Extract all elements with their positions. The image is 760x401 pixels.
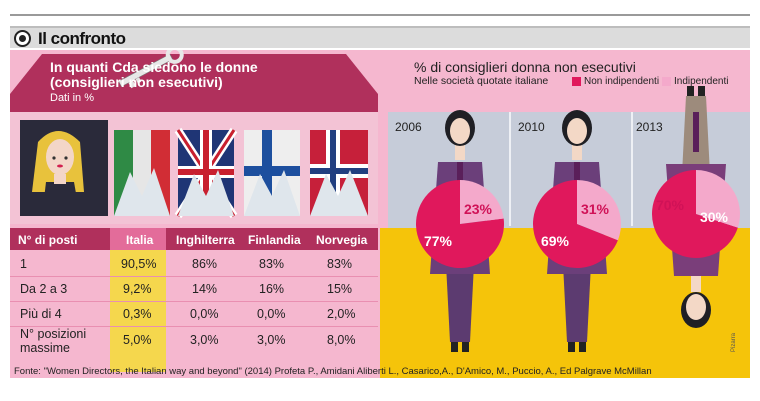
italia-header-highlight — [110, 228, 166, 250]
row-label: N° posizioni massime — [20, 327, 86, 355]
table-cell: 83% — [259, 257, 285, 271]
col-italia: Italia — [126, 233, 154, 247]
figure-legs — [563, 264, 591, 342]
figure-neck — [455, 144, 465, 160]
figure-tie — [693, 112, 699, 152]
source-note: Fonte: "Women Directors, the Italian way… — [14, 366, 652, 377]
col-norvegia: Norvegia — [316, 233, 368, 247]
figure-neck — [691, 276, 701, 292]
table-cell: 0,0% — [257, 307, 286, 321]
table-row-header: N° di posti — [18, 233, 78, 247]
table-cell: 86% — [192, 257, 218, 271]
figure-shoe — [462, 342, 469, 352]
table-cell: 5,0% — [123, 333, 152, 347]
pie-slice-indipendenti — [577, 180, 622, 241]
col-inghilterra: Inghilterra — [176, 233, 235, 247]
table-cell: 16% — [259, 282, 285, 296]
author-credit: Pizarra — [731, 332, 737, 352]
left-title-line2: (consiglieri non esecutivi) — [50, 74, 223, 90]
section-title: Il confronto — [38, 29, 126, 48]
figure-legs — [446, 264, 474, 342]
figure-shoe — [579, 342, 586, 352]
table-cell: 2,0% — [327, 307, 356, 321]
row-label-line1: N° posizioni — [20, 327, 87, 341]
pie-slice-indipendenti — [460, 180, 504, 224]
table-cell: 3,0% — [190, 333, 219, 347]
pie-slice-non-indipendenti — [533, 180, 618, 268]
pie-label-indipendenti: 23% — [464, 201, 493, 217]
pie-label-non-indipendenti: 70% — [656, 197, 685, 213]
figure-shoe — [568, 342, 575, 352]
pie-label-indipendenti: 30% — [700, 209, 729, 225]
table-header-band — [10, 228, 378, 250]
pie-slice-indipendenti — [696, 170, 741, 228]
left-subtitle: Dati in % — [50, 92, 95, 104]
table-cell: 3,0% — [257, 333, 286, 347]
row-label: Più di 4 — [20, 307, 62, 321]
row-divider — [10, 326, 378, 327]
top-rule — [10, 14, 750, 16]
figure-shoe — [451, 342, 458, 352]
figure-face — [686, 294, 706, 320]
right-subtitle: Nelle società quotate italiane — [414, 75, 549, 87]
window-divider — [631, 112, 633, 226]
flag-finland — [244, 130, 300, 216]
row-label-line2: massime — [20, 341, 71, 355]
pie-label-non-indipendenti: 69% — [541, 233, 570, 249]
year-label: 2010 — [518, 120, 545, 134]
row-divider — [10, 301, 378, 302]
table-cell: 90,5% — [121, 257, 157, 271]
left-title: In quanti Cda siedono le donne (consigli… — [50, 60, 258, 106]
left-title-line1: In quanti Cda siedono le donne — [50, 59, 258, 75]
italia-highlight-column — [110, 248, 166, 372]
legend-swatch-indipendenti — [662, 77, 671, 86]
flag-uk — [174, 127, 238, 219]
house-roof — [10, 50, 378, 114]
flag-norway — [310, 130, 368, 216]
figure-face — [567, 118, 587, 144]
pie-label-indipendenti: 31% — [581, 201, 610, 217]
year-label: 2013 — [636, 120, 663, 134]
table-cell: 83% — [327, 257, 353, 271]
row-label: 1 — [20, 257, 27, 271]
table-cell: 15% — [327, 282, 353, 296]
row-label: Da 2 a 3 — [20, 282, 68, 296]
legend-swatch-non-indipendenti — [572, 77, 581, 86]
flag-italy — [114, 130, 170, 216]
col-finlandia: Finlandia — [248, 233, 301, 247]
section-header: Il confronto — [10, 26, 750, 48]
pie-slice-non-indipendenti — [416, 180, 504, 268]
figure-shoe — [698, 86, 705, 96]
right-title: % di consiglieri donna non esecutivi — [414, 59, 636, 75]
figure-shoe — [687, 86, 694, 96]
flags-illustration — [20, 120, 368, 219]
table-cell: 0,3% — [123, 307, 152, 321]
window-divider — [509, 112, 511, 226]
year-label: 2006 — [395, 120, 422, 134]
table-cell: 9,2% — [123, 282, 152, 296]
pie-slice-non-indipendenti — [652, 170, 738, 258]
pie-label-non-indipendenti: 77% — [424, 233, 453, 249]
legend-label-non-indipendenti: Non indipendenti — [584, 76, 660, 87]
figure-face — [450, 118, 470, 144]
legend-label-indipendenti: Indipendenti — [674, 76, 729, 87]
table-cell: 0,0% — [190, 307, 219, 321]
table-cell: 14% — [192, 282, 218, 296]
figure-neck — [572, 144, 582, 160]
circle-target-icon — [14, 30, 31, 47]
row-divider — [10, 276, 378, 277]
table-cell: 8,0% — [327, 333, 356, 347]
